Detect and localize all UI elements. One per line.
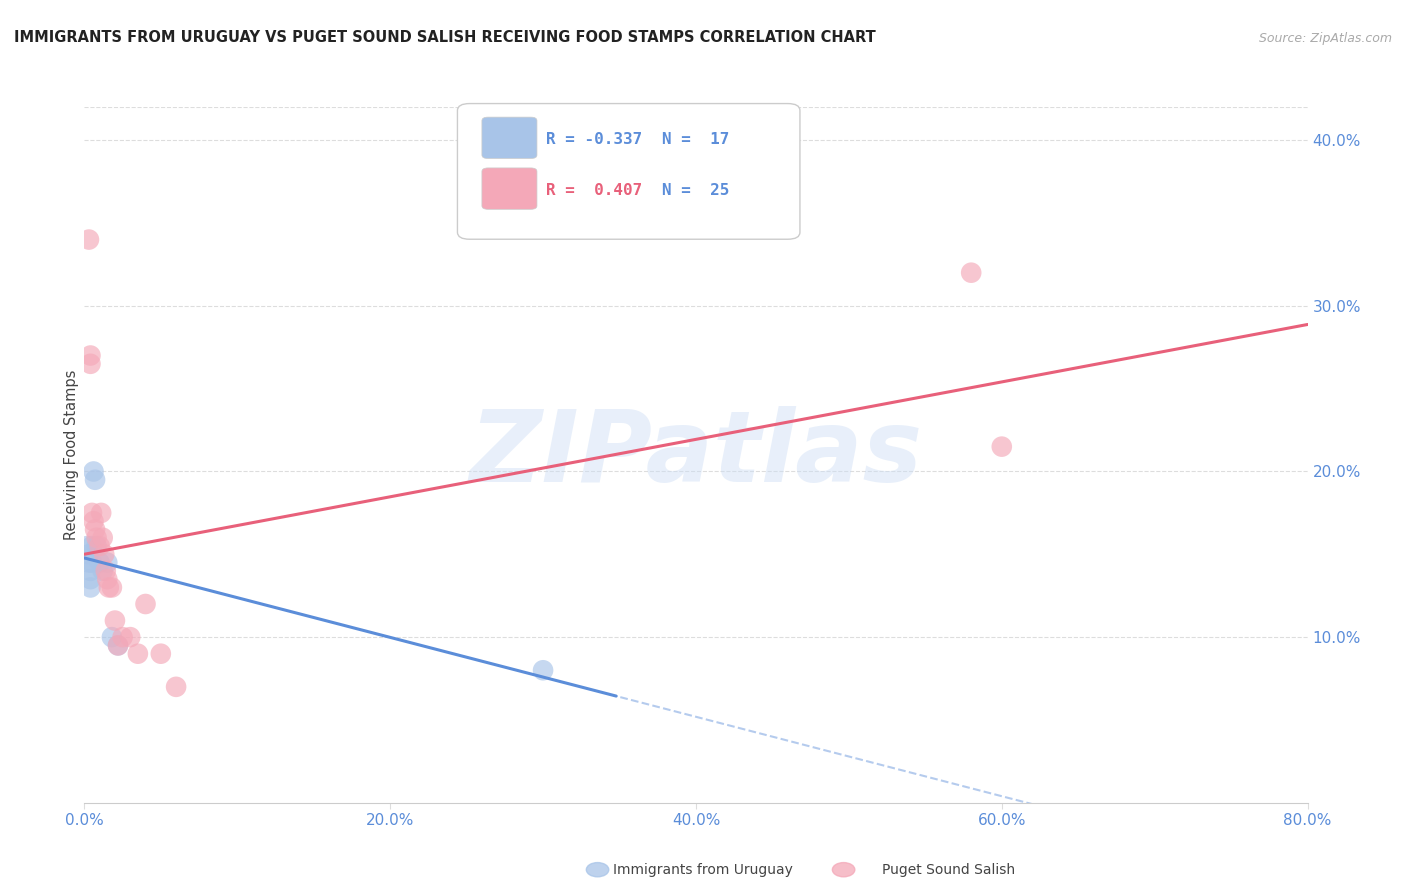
Text: R = -0.337: R = -0.337	[546, 132, 641, 147]
Point	[93, 547, 115, 561]
Point	[83, 514, 105, 528]
Point	[80, 506, 103, 520]
Text: Puget Sound Salish: Puget Sound Salish	[883, 863, 1015, 877]
Point	[77, 547, 100, 561]
Point	[77, 233, 100, 247]
Point	[991, 440, 1014, 454]
Text: N =  25: N = 25	[662, 183, 730, 198]
Point	[94, 564, 117, 578]
Point	[91, 564, 114, 578]
Text: IMMIGRANTS FROM URUGUAY VS PUGET SOUND SALISH RECEIVING FOOD STAMPS CORRELATION : IMMIGRANTS FROM URUGUAY VS PUGET SOUND S…	[14, 29, 876, 45]
Point	[127, 647, 149, 661]
Point	[89, 556, 111, 570]
Point	[149, 647, 172, 661]
Point	[531, 663, 554, 677]
Point	[135, 597, 157, 611]
FancyBboxPatch shape	[457, 103, 800, 239]
Text: ZIPatlas: ZIPatlas	[470, 407, 922, 503]
Point	[86, 531, 108, 545]
Point	[97, 581, 120, 595]
Point	[80, 539, 103, 553]
Point	[107, 639, 129, 653]
Point	[84, 523, 107, 537]
Point	[79, 357, 101, 371]
FancyBboxPatch shape	[482, 117, 537, 159]
Point	[111, 630, 134, 644]
Point	[96, 556, 118, 570]
Point	[79, 572, 101, 586]
Text: N =  17: N = 17	[662, 132, 730, 147]
Y-axis label: Receiving Food Stamps: Receiving Food Stamps	[63, 369, 79, 541]
Point	[91, 531, 114, 545]
Text: R =  0.407: R = 0.407	[546, 183, 641, 198]
Point	[86, 539, 108, 553]
Point	[165, 680, 187, 694]
Text: Immigrants from Uruguay: Immigrants from Uruguay	[613, 863, 793, 877]
Point	[96, 572, 118, 586]
Point	[83, 465, 105, 479]
Point	[89, 539, 111, 553]
Point	[76, 539, 98, 553]
Point	[120, 630, 142, 644]
Point	[79, 564, 101, 578]
Point	[107, 639, 129, 653]
Point	[101, 581, 124, 595]
Text: Source: ZipAtlas.com: Source: ZipAtlas.com	[1258, 31, 1392, 45]
Point	[84, 473, 107, 487]
Point	[79, 349, 101, 363]
Point	[77, 556, 100, 570]
Point	[90, 506, 112, 520]
Point	[79, 581, 101, 595]
Point	[101, 630, 124, 644]
Point	[104, 614, 127, 628]
Point	[960, 266, 983, 280]
Point	[80, 556, 103, 570]
FancyBboxPatch shape	[482, 168, 537, 210]
